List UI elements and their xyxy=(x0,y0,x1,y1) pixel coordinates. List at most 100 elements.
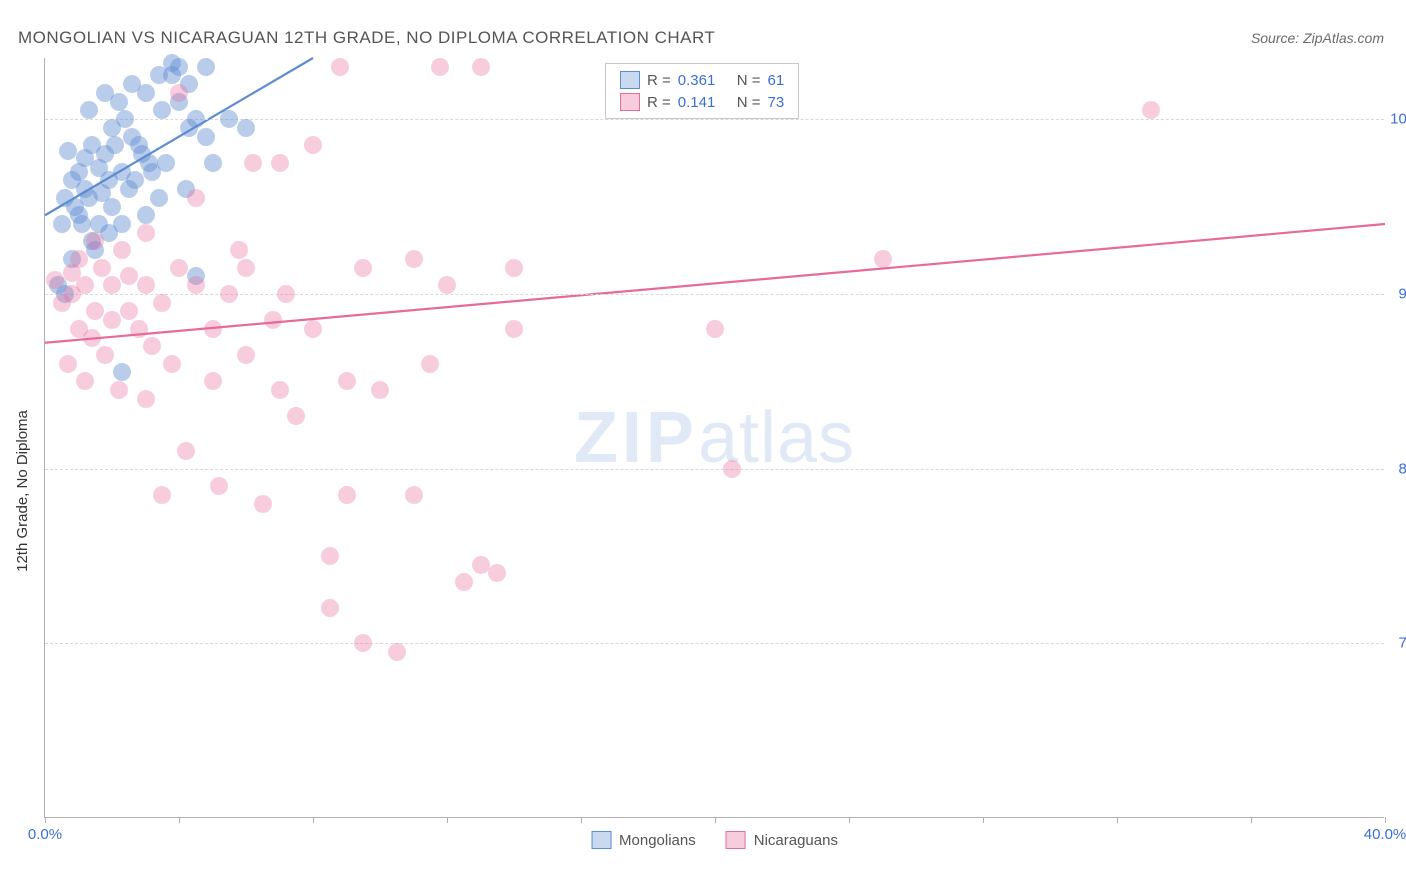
scatter-point xyxy=(120,267,138,285)
legend-n-label: N = xyxy=(737,94,761,111)
x-tick-mark xyxy=(715,817,716,823)
gridline xyxy=(45,469,1384,470)
scatter-point xyxy=(110,93,128,111)
scatter-point xyxy=(130,320,148,338)
legend-swatch xyxy=(726,831,746,849)
legend-swatch xyxy=(620,71,640,89)
x-tick-mark xyxy=(983,817,984,823)
watermark: ZIPatlas xyxy=(574,397,855,479)
scatter-point xyxy=(723,460,741,478)
scatter-point xyxy=(157,154,175,172)
scatter-point xyxy=(204,154,222,172)
x-tick-mark xyxy=(45,817,46,823)
scatter-point xyxy=(874,250,892,268)
legend-row: R =0.141N =73 xyxy=(620,91,784,113)
scatter-point xyxy=(287,407,305,425)
scatter-point xyxy=(126,171,144,189)
scatter-point xyxy=(304,136,322,154)
scatter-point xyxy=(706,320,724,338)
scatter-point xyxy=(264,311,282,329)
scatter-point xyxy=(354,634,372,652)
scatter-point xyxy=(472,58,490,76)
watermark-light: atlas xyxy=(698,398,855,478)
x-tick-mark xyxy=(447,817,448,823)
scatter-point xyxy=(153,101,171,119)
scatter-point xyxy=(137,276,155,294)
legend-row: R = 0.361 N = 61 xyxy=(620,69,784,91)
legend-r-value: 0.141 xyxy=(678,94,730,111)
scatter-point xyxy=(116,110,134,128)
legend-n-value: 73 xyxy=(768,94,785,111)
legend-r-value: 0.361 xyxy=(678,72,730,89)
scatter-point xyxy=(431,58,449,76)
scatter-point xyxy=(421,355,439,373)
scatter-point xyxy=(113,363,131,381)
scatter-point xyxy=(70,250,88,268)
source-attribution: Source: ZipAtlas.com xyxy=(1251,30,1384,46)
scatter-point xyxy=(304,320,322,338)
scatter-point xyxy=(137,84,155,102)
scatter-point xyxy=(230,241,248,259)
scatter-point xyxy=(455,573,473,591)
scatter-point xyxy=(76,276,94,294)
scatter-point xyxy=(59,142,77,160)
scatter-point xyxy=(338,372,356,390)
scatter-point xyxy=(505,320,523,338)
scatter-point xyxy=(170,58,188,76)
legend-swatch xyxy=(591,831,611,849)
scatter-point xyxy=(170,259,188,277)
scatter-point xyxy=(321,547,339,565)
scatter-point xyxy=(59,355,77,373)
scatter-point xyxy=(505,259,523,277)
scatter-point xyxy=(137,390,155,408)
scatter-point xyxy=(220,285,238,303)
scatter-point xyxy=(371,381,389,399)
scatter-point xyxy=(103,276,121,294)
scatter-point xyxy=(1142,101,1160,119)
scatter-point xyxy=(338,486,356,504)
scatter-point xyxy=(103,198,121,216)
scatter-point xyxy=(197,128,215,146)
chart-container: MONGOLIAN VS NICARAGUAN 12TH GRADE, NO D… xyxy=(0,0,1406,892)
scatter-point xyxy=(96,346,114,364)
scatter-point xyxy=(271,154,289,172)
scatter-point xyxy=(331,58,349,76)
scatter-point xyxy=(110,381,128,399)
trend-lines xyxy=(45,58,1385,818)
scatter-point xyxy=(150,189,168,207)
y-tick-label: 90.0% xyxy=(1386,285,1406,302)
scatter-point xyxy=(210,477,228,495)
scatter-point xyxy=(472,556,490,574)
scatter-point xyxy=(153,294,171,312)
scatter-point xyxy=(86,232,104,250)
x-tick-mark xyxy=(1117,817,1118,823)
scatter-point xyxy=(106,136,124,154)
legend-n-value: 61 xyxy=(768,72,785,89)
x-tick-mark xyxy=(581,817,582,823)
y-axis-label: 12th Grade, No Diploma xyxy=(14,410,31,572)
chart-title: MONGOLIAN VS NICARAGUAN 12TH GRADE, NO D… xyxy=(18,28,715,48)
legend-n-label: N = xyxy=(737,72,761,89)
scatter-point xyxy=(438,276,456,294)
legend-r-label: R = xyxy=(647,72,671,89)
scatter-point xyxy=(143,337,161,355)
x-tick-label: 40.0% xyxy=(1364,826,1406,843)
scatter-point xyxy=(488,564,506,582)
legend-series-label: Mongolians xyxy=(619,832,696,849)
scatter-point xyxy=(204,320,222,338)
x-tick-mark xyxy=(849,817,850,823)
scatter-point xyxy=(354,259,372,277)
scatter-point xyxy=(113,241,131,259)
x-tick-mark xyxy=(1385,817,1386,823)
scatter-point xyxy=(113,215,131,233)
legend-series-item: Nicaraguans xyxy=(726,831,838,849)
scatter-point xyxy=(277,285,295,303)
scatter-point xyxy=(405,250,423,268)
x-tick-label: 0.0% xyxy=(28,826,62,843)
legend-swatch xyxy=(620,93,640,111)
legend-series-item: Mongolians xyxy=(591,831,696,849)
scatter-point xyxy=(244,154,262,172)
scatter-point xyxy=(405,486,423,504)
scatter-point xyxy=(177,442,195,460)
scatter-point xyxy=(103,311,121,329)
